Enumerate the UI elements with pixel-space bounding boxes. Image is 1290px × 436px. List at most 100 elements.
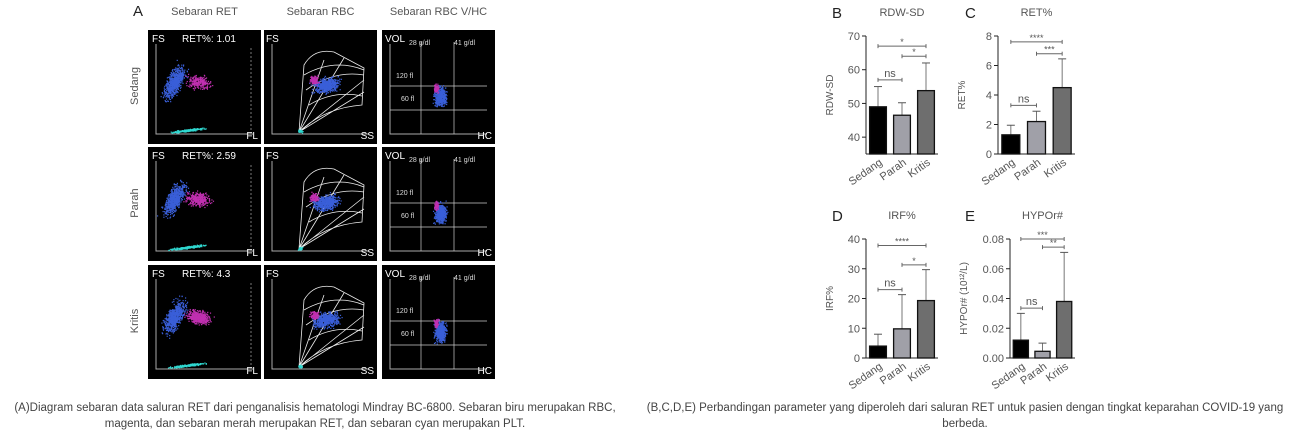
x-tick-label: Parah [878, 157, 909, 184]
y-axis-label: HYPOr# (10¹²/L) [959, 262, 970, 335]
hc-label: HC [477, 366, 492, 377]
bar [916, 299, 936, 359]
g28-label: 28 g/dl [409, 40, 431, 47]
y-tick-label: 70 [848, 31, 860, 43]
scatter-dots [155, 44, 253, 135]
f120-label: 120 fl [396, 190, 414, 197]
bar [1034, 350, 1051, 359]
bar [1052, 86, 1072, 155]
bar [868, 106, 888, 155]
scatter-plot-0-0: FS RET%: 1.01 FL [148, 30, 261, 144]
panel-letter: C [965, 5, 976, 22]
significance-label: ** [1050, 238, 1058, 248]
scatter-dots [389, 159, 487, 252]
fs-label: FS [266, 269, 279, 280]
scatter-dots [389, 277, 487, 370]
significance-label: **** [1029, 33, 1044, 43]
hc-label: HC [477, 248, 492, 259]
ret-percent: RET%: 1.01 [182, 34, 236, 45]
significance-label: ns [884, 278, 896, 290]
chart-title: IRF% [888, 210, 916, 222]
chart-title: RDW-SD [879, 7, 924, 19]
significance-label: ns [884, 68, 896, 80]
scatter-dots [155, 279, 253, 370]
column-header: Sebaran RET [171, 6, 238, 18]
x-tick-label: Kritis [1042, 156, 1069, 180]
scatter-plot-0-2: FS RET%: 4.3 FL [148, 265, 261, 379]
bar [892, 328, 912, 359]
significance-label: *** [1044, 45, 1055, 55]
vol-label: VOL [385, 151, 406, 162]
scatter-dots [271, 161, 369, 252]
fs-label: FS [152, 269, 165, 280]
g28-label: 28 g/dl [409, 275, 431, 282]
scatter-dots [389, 42, 487, 135]
bar [1001, 134, 1021, 155]
vol-label: VOL [385, 34, 406, 45]
chart-title: HYPOr# [1022, 210, 1064, 222]
hc-label: HC [477, 131, 492, 142]
y-tick-label: 4 [986, 90, 992, 102]
y-tick-label: 0.02 [983, 323, 1004, 335]
y-tick-label: 0 [854, 353, 860, 365]
x-tick-label: Parah [1012, 157, 1043, 184]
y-tick-label: 60 [848, 65, 860, 77]
ret-percent: RET%: 2.59 [182, 151, 236, 162]
x-tick-label: Sedang [980, 157, 1018, 189]
fs-label: FS [152, 34, 165, 45]
significance-label: *** [1037, 230, 1048, 240]
y-tick-label: 0.08 [983, 234, 1004, 246]
y-tick-label: 40 [848, 234, 860, 246]
y-axis-label: RET% [957, 80, 968, 109]
y-tick-label: 2 [986, 120, 992, 132]
y-tick-label: 20 [848, 294, 860, 306]
fl-label: FL [246, 131, 258, 142]
scatter-plot-1-0: FS SS [264, 30, 377, 144]
y-axis-label: IRF% [825, 286, 836, 311]
ss-label: SS [360, 248, 374, 259]
fl-label: FL [246, 248, 258, 259]
fs-label: FS [266, 34, 279, 45]
y-tick-label: 50 [848, 98, 860, 110]
y-tick-label: 0.06 [983, 264, 1004, 276]
g41-label: 41 g/dl [454, 157, 476, 164]
significance-label: * [912, 256, 916, 266]
scatter-plot-0-1: FS RET%: 2.59 FL [148, 147, 261, 261]
panel-letter: D [832, 208, 843, 225]
column-header: Sebaran RBC [286, 6, 355, 18]
y-tick-label: 8 [986, 31, 992, 43]
g28-label: 28 g/dl [409, 157, 431, 164]
f60-label: 60 fl [401, 96, 415, 103]
significance-label: * [912, 47, 916, 57]
g41-label: 41 g/dl [454, 275, 476, 282]
significance-label: ns [1026, 296, 1038, 308]
x-tick-label: Kritis [906, 156, 933, 180]
bar [1026, 120, 1047, 155]
panel-a-letter: A [133, 3, 144, 20]
y-tick-label: 6 [986, 61, 992, 73]
f120-label: 120 fl [396, 308, 414, 315]
fl-label: FL [246, 366, 258, 377]
ret-percent: RET%: 4.3 [182, 269, 231, 280]
significance-label: ns [1018, 93, 1030, 105]
bar [1055, 300, 1073, 359]
scatter-plot-2-0: VOL HC 28 g/dl 41 g/dl 120 fl 60 fl [382, 30, 495, 144]
scatter-plot-2-1: VOL HC 28 g/dl 41 g/dl 120 fl 60 fl [382, 147, 495, 261]
scatter-dots [271, 279, 369, 370]
x-tick-label: Kritis [906, 360, 933, 384]
y-tick-label: 0.00 [983, 353, 1004, 365]
y-axis-label: RDW-SD [825, 75, 836, 116]
scatter-plot-1-2: FS SS [264, 265, 377, 379]
scatter-plot-2-2: VOL HC 28 g/dl 41 g/dl 120 fl 60 fl [382, 265, 495, 379]
ss-label: SS [360, 366, 374, 377]
bar [892, 114, 912, 155]
scatter-plot-1-1: FS SS [264, 147, 377, 261]
y-tick-label: 30 [848, 264, 860, 276]
caption-bcde: (B,C,D,E) Perbandingan parameter yang di… [646, 402, 1284, 430]
column-header: Sebaran RBC V/HC [389, 6, 488, 18]
y-tick-label: 10 [848, 323, 860, 335]
caption-a: (A)Diagram sebaran data saluran RET dari… [14, 402, 616, 430]
f60-label: 60 fl [401, 331, 415, 338]
bar [868, 345, 888, 359]
vol-label: VOL [385, 269, 406, 280]
